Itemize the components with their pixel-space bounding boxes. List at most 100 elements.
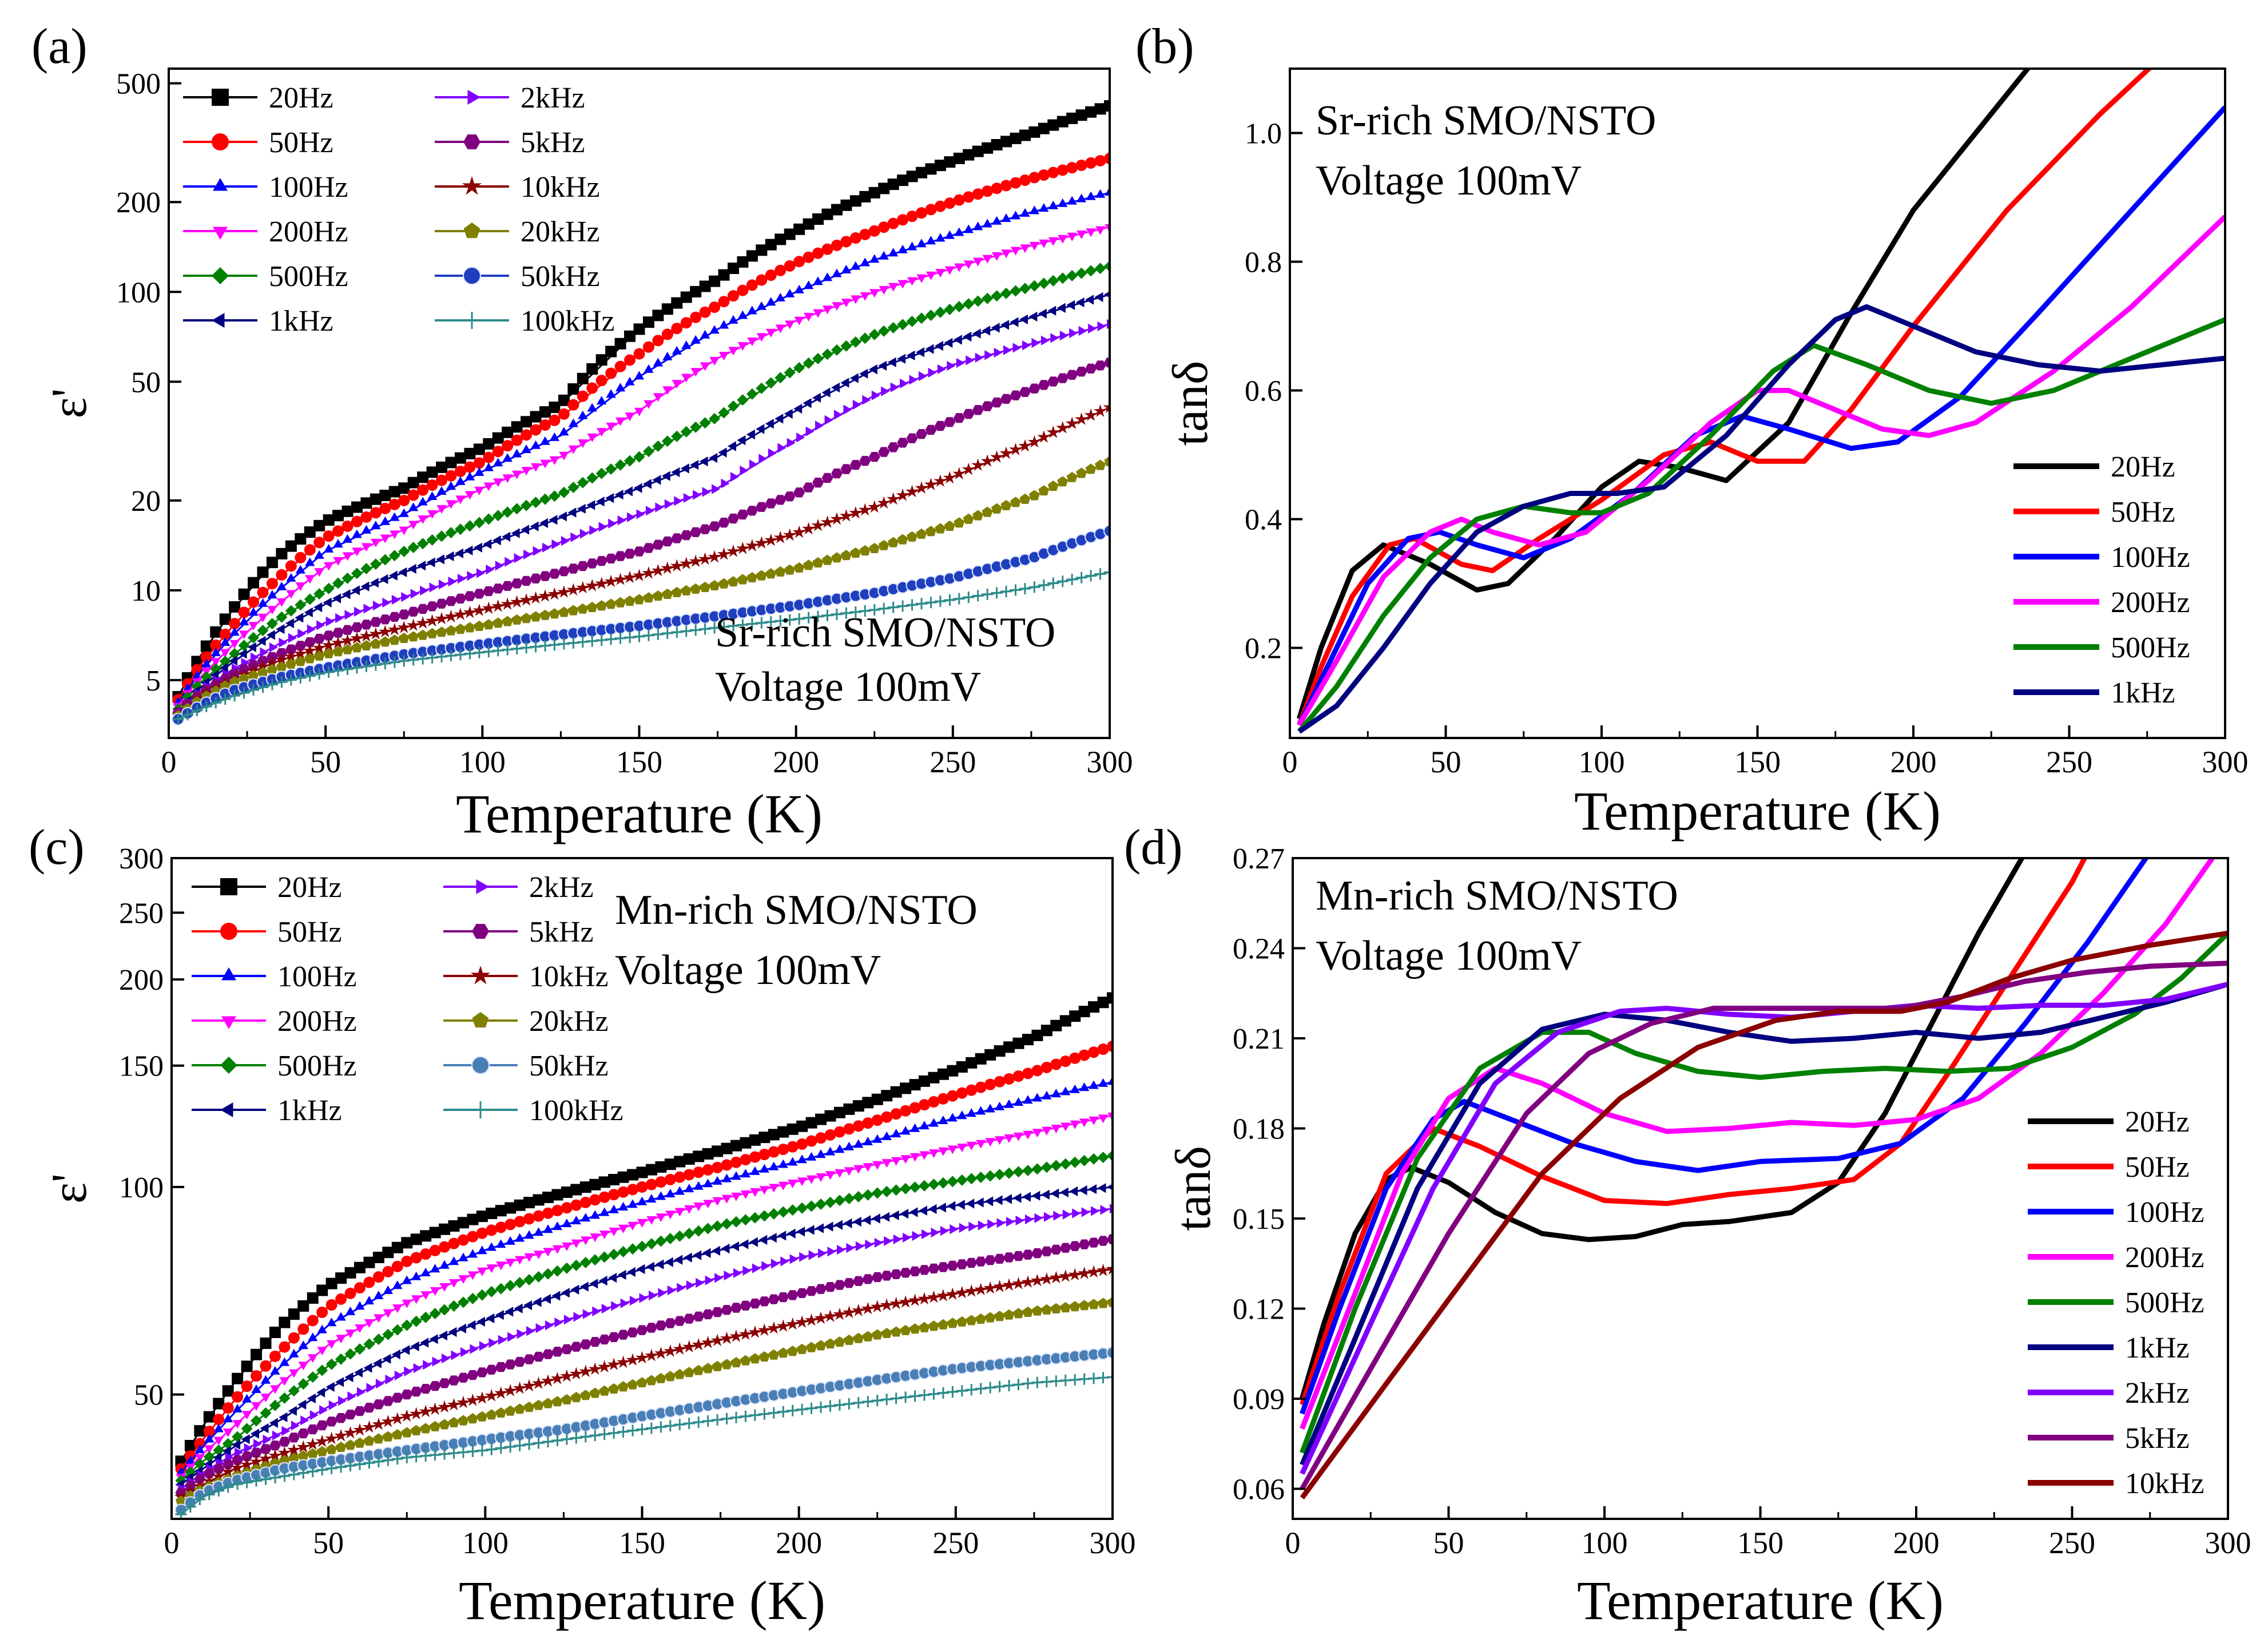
data-point <box>947 1201 956 1211</box>
data-point <box>391 1412 404 1424</box>
y-tick-label: 200 <box>116 186 161 219</box>
data-point <box>586 635 598 647</box>
data-point <box>983 1281 997 1294</box>
data-point <box>655 1259 664 1269</box>
data-point <box>539 493 551 505</box>
data-point <box>878 325 890 337</box>
data-point <box>758 1210 770 1222</box>
data-point <box>747 338 757 346</box>
data-point <box>788 1180 798 1188</box>
data-point <box>1103 525 1110 538</box>
data-point <box>925 309 937 322</box>
data-point <box>614 459 626 471</box>
y-tick-label: 0.4 <box>1245 504 1282 537</box>
data-point <box>712 1145 724 1157</box>
data-point <box>994 1045 1006 1057</box>
data-point <box>401 1427 412 1438</box>
data-point <box>586 601 598 612</box>
data-point <box>486 1242 497 1251</box>
data-point <box>712 1176 722 1185</box>
data-point <box>526 1326 535 1336</box>
data-point <box>736 541 749 554</box>
data-point <box>316 620 325 630</box>
data-point <box>815 1113 827 1125</box>
data-point <box>1107 1076 1113 1085</box>
data-point <box>388 550 400 562</box>
data-point <box>345 1439 356 1450</box>
data-point <box>787 1141 799 1153</box>
data-point <box>483 451 495 463</box>
data-point <box>313 537 325 549</box>
data-point <box>884 1236 893 1246</box>
data-point <box>881 1185 893 1197</box>
data-point <box>307 1393 316 1404</box>
data-point <box>229 627 240 636</box>
data-point <box>345 1306 356 1315</box>
data-point <box>427 628 438 638</box>
data-point <box>683 1252 692 1263</box>
data-point <box>360 660 372 672</box>
data-point <box>502 453 513 462</box>
data-point <box>267 664 278 674</box>
data-point <box>370 578 379 588</box>
data-point <box>728 400 739 412</box>
data-point <box>718 320 729 329</box>
data-point <box>467 1249 478 1258</box>
legend-item: 500Hz <box>183 260 348 293</box>
data-point <box>549 432 560 441</box>
data-point <box>1085 295 1094 305</box>
data-point <box>325 1416 337 1427</box>
data-point <box>916 239 927 248</box>
data-point <box>589 1430 601 1442</box>
data-point <box>966 1257 978 1268</box>
data-point <box>674 1186 685 1195</box>
data-point <box>806 1152 817 1161</box>
data-point <box>994 1136 1005 1145</box>
data-point <box>916 429 927 439</box>
data-point <box>840 550 852 561</box>
data-point <box>972 188 984 200</box>
data-point <box>589 1337 601 1347</box>
data-point <box>238 588 250 600</box>
data-point <box>871 1395 883 1407</box>
data-point <box>769 1184 779 1193</box>
x-tick-label: 0 <box>1285 1526 1301 1560</box>
data-point <box>746 506 758 516</box>
data-point <box>656 1213 666 1223</box>
data-point <box>492 432 504 444</box>
data-point <box>805 1200 817 1212</box>
data-point <box>928 1204 937 1215</box>
data-point <box>655 1372 666 1383</box>
data-point <box>241 1451 253 1462</box>
legend-marker <box>220 1057 237 1074</box>
data-point <box>975 1256 987 1267</box>
data-point <box>1046 426 1060 438</box>
legend-label: 5kHz <box>521 126 585 159</box>
data-point <box>749 1212 761 1224</box>
data-point <box>730 1140 742 1152</box>
data-point <box>674 1419 686 1431</box>
x-tick-label: 250 <box>2049 1526 2095 1560</box>
series-markers-100Hz <box>173 186 1110 706</box>
data-point <box>747 305 757 315</box>
data-point <box>1012 1166 1024 1178</box>
data-point <box>1106 1262 1113 1275</box>
data-point <box>664 1420 676 1432</box>
data-point <box>288 1469 300 1481</box>
data-point <box>429 1308 441 1320</box>
data-point <box>906 433 918 443</box>
data-point <box>455 593 466 604</box>
data-point <box>521 613 532 624</box>
data-point <box>266 557 278 569</box>
data-point <box>897 438 909 448</box>
data-point <box>483 462 494 471</box>
data-point <box>868 364 877 375</box>
data-point <box>661 435 673 447</box>
data-point <box>342 534 353 543</box>
data-point <box>721 1142 733 1154</box>
data-point <box>325 616 335 626</box>
data-point <box>833 1126 845 1138</box>
data-point <box>843 1334 855 1345</box>
data-point <box>303 644 317 657</box>
data-point <box>633 348 645 360</box>
